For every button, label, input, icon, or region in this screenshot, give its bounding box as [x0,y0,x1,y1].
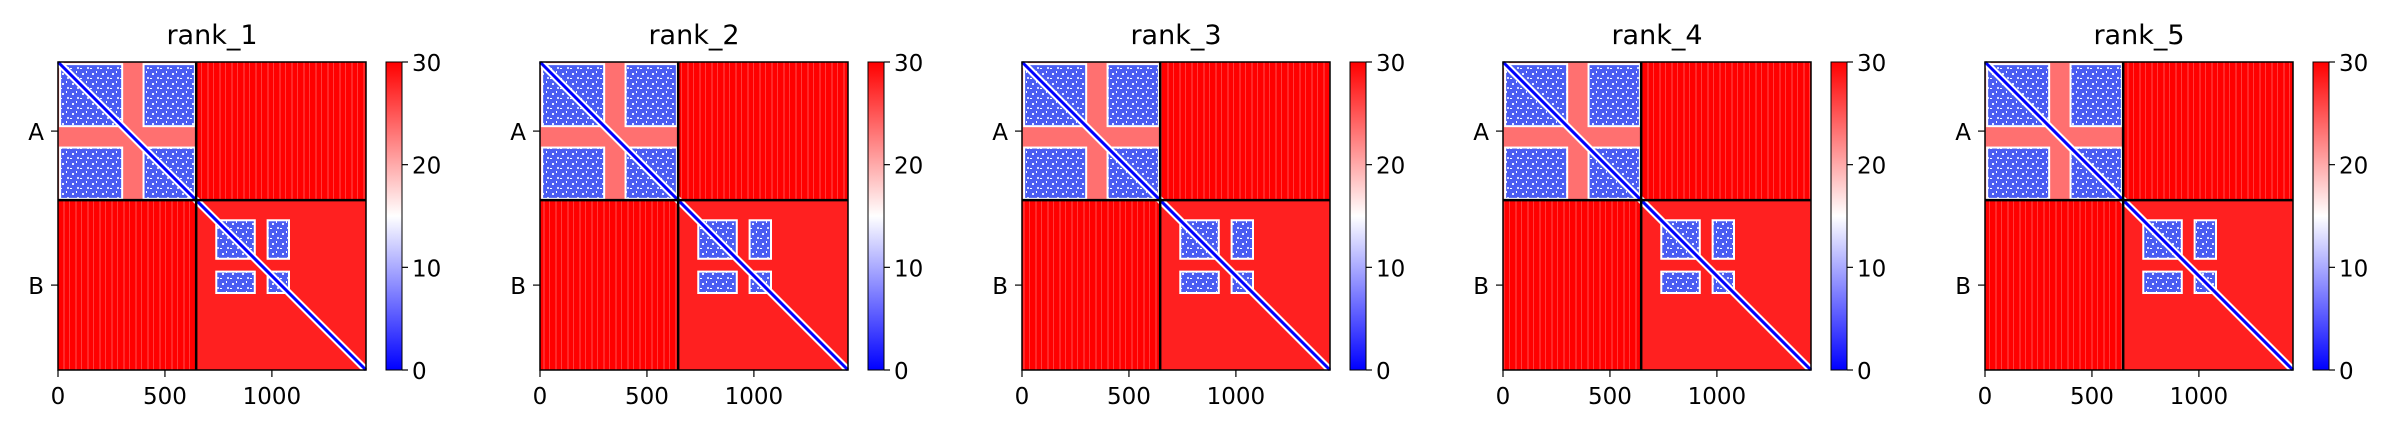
colorbar-tick-label: 0 [2339,359,2354,385]
colorbar-tick-label: 20 [1857,154,1886,180]
chain-a-domain-block [1587,63,1641,128]
panel-title: rank_2 [648,20,739,51]
chain-a-domain-block [1106,63,1160,128]
chain-b-domain-block [1230,219,1254,260]
x-tick-label: 500 [1588,384,1632,410]
axes-frame [1021,61,1331,371]
x-tick-label: 500 [143,384,187,410]
x-tick-label: 0 [1496,384,1511,410]
colorbar-tick-label: 10 [894,256,923,282]
diagonal [538,60,850,372]
chain-b-domain-block [697,270,738,295]
x-tick-label: 500 [1107,384,1151,410]
x-tick-label: 0 [533,384,548,410]
heatmap-panel-5: rank_5 0 500 1000 A B 0 10 20 30 [1955,20,2368,410]
x-tick-label: 1000 [1688,384,1747,410]
axes-frame [57,61,367,371]
y-tick-label: A [1473,120,1489,146]
colorbar-tick-label: 20 [1376,154,1405,180]
diagonal [1020,60,1332,372]
y-tick-label: B [510,274,526,300]
heatmap-panel-2: rank_2 0 500 1000 A B 0 10 20 30 [510,20,923,410]
colorbar-tick-label: 20 [412,154,441,180]
panel-title: rank_1 [166,20,257,51]
heatmap-panel-3: rank_3 0 500 1000 A B 0 10 20 30 [992,20,1405,410]
y-tick-label: B [1473,274,1489,300]
axes-frame [539,61,849,371]
chain-a-domain-block [624,63,678,128]
y-tick-label: B [1955,274,1971,300]
colorbar-tick-label: 10 [1376,256,1405,282]
y-tick-label: A [510,120,526,146]
chain-a-domain-block [142,63,196,128]
x-tick-label: 0 [1978,384,1993,410]
colorbar [2312,61,2330,371]
colorbar-tick-label: 30 [2339,51,2368,77]
diagonal [56,60,368,372]
axes-frame [1502,61,1812,371]
chain-a-domain-block [1504,146,1569,200]
x-tick-label: 1000 [243,384,302,410]
y-tick-label: B [992,274,1008,300]
chain-b-domain-block [266,219,291,260]
chain-b-domain-block [1711,219,1735,260]
panel-title: rank_3 [1130,20,1221,51]
x-tick-label: 500 [625,384,669,410]
panel-title: rank_5 [2093,20,2184,51]
chain-a-domain-block [59,146,124,200]
y-tick-label: A [1955,120,1971,146]
colorbar-tick-label: 30 [1857,51,1886,77]
colorbar-tick-label: 0 [1376,359,1391,385]
y-tick-label: A [992,120,1008,146]
colorbar-tick-label: 0 [1857,359,1872,385]
colorbar [867,61,885,371]
chain-b-domain-block [2193,219,2217,260]
colorbar-tick-label: 30 [412,51,441,77]
heatmap-panel-4: rank_4 0 500 1000 A B 0 10 20 30 [1473,20,1886,410]
colorbar-tick-label: 0 [894,359,909,385]
panel-title: rank_4 [1611,20,1702,51]
colorbar-tick-label: 10 [412,256,441,282]
y-tick-label: B [28,274,44,300]
colorbar [385,61,403,371]
colorbar-tick-label: 30 [894,51,923,77]
diagonal [1501,60,1813,372]
chain-a-domain-block [541,146,606,200]
colorbar-tick-label: 30 [1376,51,1405,77]
colorbar-tick-label: 20 [894,154,923,180]
diagonal [1983,60,2295,372]
x-tick-label: 1000 [2170,384,2229,410]
colorbar-tick-label: 10 [1857,256,1886,282]
x-tick-label: 500 [2070,384,2114,410]
chain-a-domain-block [1023,146,1088,200]
colorbar [1830,61,1848,371]
chain-b-domain-block [1179,270,1220,295]
x-tick-label: 1000 [725,384,784,410]
axes-frame [1984,61,2294,371]
x-tick-label: 0 [51,384,66,410]
colorbar-tick-label: 10 [2339,256,2368,282]
chain-a-domain-block [2069,63,2123,128]
chain-b-domain-block [1660,270,1701,295]
y-tick-label: A [28,120,44,146]
colorbar [1349,61,1367,371]
chain-b-domain-block [2142,270,2183,295]
chain-b-domain-block [748,219,772,260]
heatmap-panel-1: rank_1 0 500 1000 A B 0 10 20 30 [28,20,441,410]
chain-a-domain-block [1986,146,2051,200]
x-tick-label: 0 [1015,384,1030,410]
x-tick-label: 1000 [1207,384,1266,410]
colorbar-tick-label: 0 [412,359,427,385]
chain-b-domain-block [215,270,256,295]
colorbar-tick-label: 20 [2339,154,2368,180]
